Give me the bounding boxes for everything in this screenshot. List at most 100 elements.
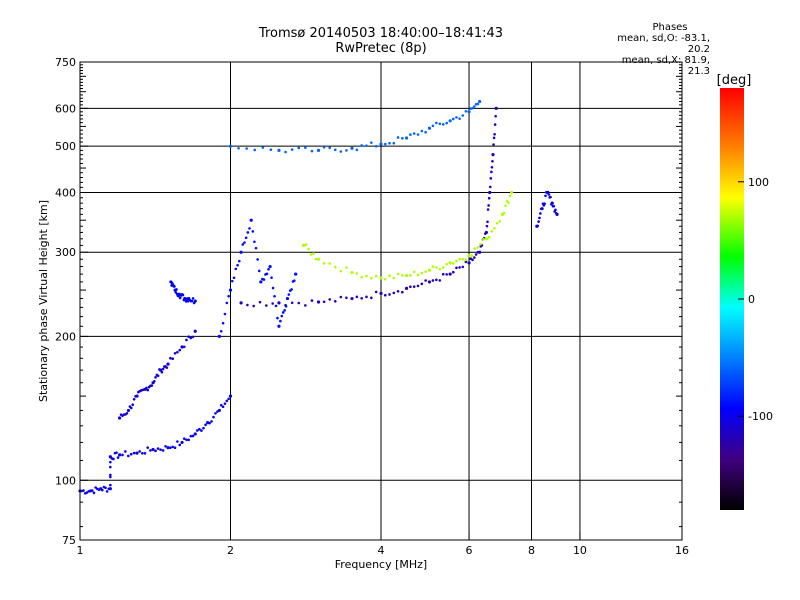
echo-point	[396, 272, 400, 276]
echo-point	[191, 335, 195, 339]
echo-point	[445, 262, 448, 266]
echo-point	[185, 338, 188, 342]
colorbar-tick-label: -100	[748, 410, 773, 423]
echo-point	[379, 291, 383, 296]
echo-point	[396, 290, 400, 293]
phase-x-stats: mean, sd,X: 81.9, 21.3	[621, 55, 710, 77]
echo-point	[109, 473, 112, 477]
x-tick-label: 2	[227, 544, 234, 557]
echo-point	[244, 236, 248, 240]
echo-point	[438, 279, 442, 282]
echo-point	[316, 257, 321, 261]
echo-point	[252, 304, 256, 308]
echo-point	[174, 291, 178, 294]
echo-point	[487, 204, 490, 207]
echo-point	[486, 208, 490, 211]
echo-point	[304, 243, 308, 246]
echo-point	[126, 454, 130, 458]
echo-point	[180, 345, 184, 349]
echo-point	[404, 136, 409, 140]
phase-o-stats: mean, sd,O: -83.1, 20.2	[617, 33, 710, 55]
echo-point	[109, 460, 112, 464]
echo-point	[550, 201, 554, 205]
x-tick-label: 6	[466, 544, 473, 557]
echo-point	[412, 132, 416, 135]
echo-point	[339, 150, 343, 153]
echo-point	[239, 250, 243, 254]
phase-statistics: Phases mean, sd,O: -83.1, 20.2 mean, sd,…	[600, 22, 710, 77]
echo-point	[245, 147, 248, 150]
echo-point	[476, 102, 480, 106]
echo-point	[409, 274, 412, 277]
x-tick-label: 1	[77, 544, 84, 557]
echo-point	[271, 302, 274, 305]
echo-point	[455, 266, 458, 270]
echo-point	[154, 449, 157, 453]
echo-point	[171, 357, 175, 360]
echo-point	[290, 288, 293, 291]
echo-point	[412, 285, 416, 288]
echo-point	[227, 294, 230, 298]
echo-point	[424, 279, 427, 282]
echo-point	[259, 280, 263, 284]
echo-point	[221, 321, 225, 325]
echo-point	[451, 270, 455, 274]
echo-point	[461, 257, 465, 261]
echo-point	[159, 368, 163, 372]
chart-title-block: Tromsø 20140503 18:40:00–18:41:43 RwPret…	[80, 26, 682, 56]
echo-point	[392, 276, 396, 280]
echo-point	[156, 374, 160, 378]
echo-point	[491, 160, 494, 163]
echo-point	[277, 301, 281, 305]
echo-point	[271, 286, 275, 290]
echo-point	[370, 296, 373, 300]
echo-point	[441, 266, 445, 269]
echo-point	[455, 116, 458, 119]
echo-point	[544, 194, 547, 198]
echo-point	[146, 446, 149, 449]
echo-point	[304, 146, 307, 149]
echo-point	[490, 170, 493, 174]
echo-point	[431, 265, 435, 268]
echo-point	[164, 444, 167, 448]
echo-point	[510, 190, 514, 195]
echo-point	[190, 299, 194, 303]
echo-point	[228, 288, 233, 292]
echo-point	[270, 276, 273, 279]
echo-point	[333, 265, 337, 269]
echo-point	[212, 415, 215, 419]
echo-point	[490, 165, 494, 169]
echo-point	[236, 263, 239, 267]
echo-point	[290, 301, 294, 305]
echo-point	[458, 117, 461, 120]
echo-point	[451, 261, 455, 265]
echo-point	[370, 276, 373, 280]
echo-point	[484, 230, 489, 235]
echo-point	[284, 150, 287, 154]
echo-point	[488, 190, 492, 195]
echo-point	[186, 299, 190, 303]
echo-point	[365, 295, 368, 299]
echo-point	[491, 153, 495, 157]
echo-point	[225, 301, 229, 305]
echo-point	[486, 220, 489, 224]
echo-point	[401, 274, 404, 277]
x-tick-label: 4	[378, 544, 385, 557]
echo-point	[274, 304, 278, 308]
chart-title: Tromsø 20140503 18:40:00–18:41:43	[258, 26, 504, 41]
echo-point	[254, 246, 258, 250]
echo-point	[333, 148, 337, 152]
echo-point	[312, 252, 315, 255]
y-tick-label: 100	[55, 474, 76, 487]
y-tick-label: 75	[62, 534, 76, 547]
echo-point	[280, 314, 284, 318]
echo-point	[243, 241, 246, 244]
echo-point	[294, 272, 298, 276]
echo-point	[350, 146, 354, 150]
echo-point	[249, 218, 253, 222]
echo-point	[471, 258, 474, 262]
echo-point	[151, 447, 155, 452]
echo-point	[131, 403, 135, 407]
echo-point	[287, 293, 291, 296]
echo-point	[345, 266, 348, 269]
